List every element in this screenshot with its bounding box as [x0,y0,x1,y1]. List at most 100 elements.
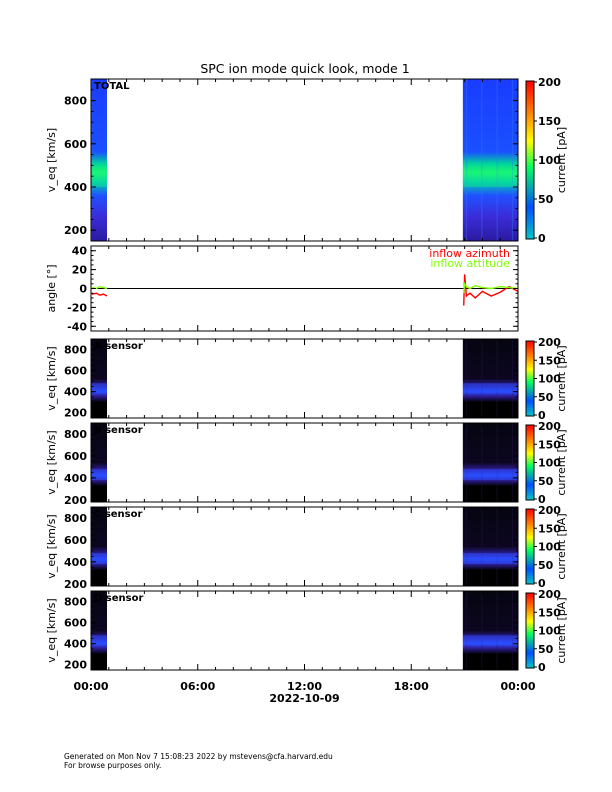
colorbar-tick-label: 150 [538,522,561,535]
heatmap-streak [91,339,93,418]
panel-label: TOTAL [94,81,130,92]
heatmap-streak [465,339,468,418]
colorbar-tick-label: 200 [538,76,561,89]
heatmap-streak [91,591,93,670]
colorbar-tick-label: 100 [538,457,561,470]
y-tick-label: -40 [67,320,87,333]
y-tick-label: 20 [72,264,88,277]
y-tick-label: 400 [64,472,87,485]
y-tick-label: 40 [72,245,88,258]
x-tick-label: 12:00 [287,680,322,693]
peak-band [91,383,108,394]
colorbar-tick-label: 200 [538,504,561,517]
y-axis-label: v_eq [km/s] [45,598,58,662]
heatmap-block [91,339,108,418]
heatmap-streak [511,507,514,586]
y-tick-label: 800 [64,512,87,525]
heatmap-streak [91,507,93,586]
heatmap-block [462,507,518,586]
y-tick-label: 600 [64,617,87,630]
colorbar-tick-label: 50 [538,391,554,404]
colorbar [525,340,535,417]
heatmap-streak [496,339,498,418]
heatmap-streak [465,507,468,586]
colorbar-label: current [pA] [555,597,568,663]
colorbar [525,508,535,585]
y-tick-label: 200 [64,659,87,672]
y-tick-label: 200 [64,578,87,591]
heatmap-streak [511,423,514,502]
colorbar-tick-label: 50 [538,643,554,656]
peak-band [91,169,108,187]
y-tick-label: 200 [64,224,87,237]
y-tick-label: 800 [64,344,87,357]
colorbar-tick-label: 150 [538,438,561,451]
colorbar-tick-label: 200 [538,420,561,433]
peak-band [462,635,518,646]
y-tick-label: 400 [64,181,87,194]
heatmap-streak [465,79,468,241]
colorbar-tick-label: 100 [538,154,561,167]
colorbar-tick-label: 50 [538,193,554,206]
legend-attitude: inflow attitude [430,257,510,270]
heatmap-streak [465,423,468,502]
y-tick-label: 400 [64,556,87,569]
colorbar-tick-label: 0 [538,232,546,245]
heatmap-streak [496,423,498,502]
heatmap-streak [481,339,483,418]
colorbar-tick-label: 0 [538,577,546,590]
heatmap-block [91,507,108,586]
heatmap-streak [91,79,93,241]
x-tick-label: 06:00 [180,680,215,693]
y-tick-label: 0 [79,283,87,296]
x-tick-label: 00:00 [500,680,535,693]
y-tick-label: 200 [64,494,87,507]
y-axis-label: v_eq [km/s] [45,128,58,192]
chart-title: SPC ion mode quick look, mode 1 [200,61,409,76]
peak-band [91,553,108,565]
plot-frame [90,506,519,587]
heatmap-streak [511,591,514,670]
peak-band [462,553,518,565]
peak-band [91,469,108,481]
y-tick-label: 600 [64,534,87,547]
x-tick-label: 00:00 [73,680,108,693]
heatmap-streak [481,507,483,586]
heatmap-streak [496,591,498,670]
y-axis-label: angle [°] [45,264,58,312]
legend-azimuth: inflow azimuth [429,247,510,260]
plot-frame [90,590,519,671]
colorbar-label: current [pA] [555,513,568,579]
peak-band [462,169,518,187]
y-tick-label: -20 [67,301,87,314]
plot-frame [90,338,519,419]
y-axis-label: v_eq [km/s] [45,514,58,578]
colorbar-tick-label: 150 [538,606,561,619]
colorbar-tick-label: 0 [538,409,546,422]
heatmap-block [91,423,108,502]
y-tick-label: 800 [64,95,87,108]
heatmap-block [462,339,518,418]
y-tick-label: 400 [64,386,87,399]
x-tick-label: 18:00 [394,680,429,693]
heatmap-streak [481,423,483,502]
plot-frame [90,422,519,503]
colorbar-tick-label: 200 [538,588,561,601]
heatmap-block [91,591,108,670]
colorbar-tick-label: 150 [538,354,561,367]
colorbar-tick-label: 0 [538,493,546,506]
heatmap-block [91,79,108,241]
colorbar-tick-label: 50 [538,559,554,572]
heatmap-streak [481,79,483,241]
peak-band [91,635,108,646]
y-tick-label: 400 [64,638,87,651]
heatmap-streak [511,79,514,241]
plot-frame [90,78,519,242]
panel-label: C sensor [94,509,142,520]
colorbar-tick-label: 0 [538,661,546,674]
heatmap-block [462,591,518,670]
colorbar-tick-label: 100 [538,625,561,638]
